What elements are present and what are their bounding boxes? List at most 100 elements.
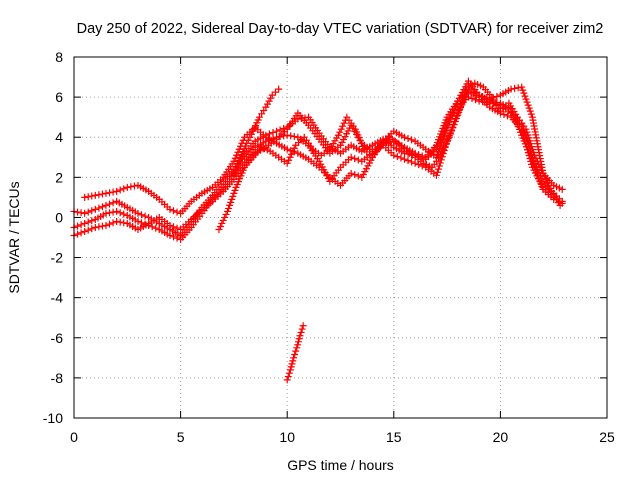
interpolated-point	[287, 132, 295, 140]
interpolated-point	[228, 195, 236, 203]
interpolated-point	[88, 207, 96, 215]
data-point	[445, 133, 453, 141]
data-point	[224, 207, 232, 215]
interpolated-point	[397, 154, 405, 162]
data-point	[486, 97, 494, 105]
interpolated-point	[169, 207, 177, 215]
interpolated-point	[244, 136, 252, 144]
interpolated-point	[524, 101, 532, 109]
interpolated-point	[106, 220, 114, 228]
interpolated-point	[519, 86, 527, 94]
interpolated-point	[95, 191, 103, 199]
data-point	[102, 221, 110, 229]
data-point	[81, 227, 89, 235]
interpolated-point	[88, 217, 96, 225]
interpolated-point	[453, 114, 461, 122]
interpolated-point	[438, 148, 446, 156]
interpolated-point	[493, 92, 501, 100]
y-tick-label: 8	[55, 49, 63, 65]
interpolated-point	[265, 130, 273, 138]
data-point	[230, 171, 238, 179]
interpolated-point	[231, 154, 239, 162]
interpolated-point	[130, 182, 138, 190]
data-point	[347, 169, 355, 177]
interpolated-point	[521, 92, 529, 100]
series-track-g	[283, 322, 307, 384]
interpolated-point	[120, 219, 128, 227]
interpolated-point	[336, 128, 344, 136]
interpolated-point	[514, 84, 522, 92]
interpolated-point	[522, 95, 530, 103]
data-point	[275, 85, 283, 93]
data-point	[286, 366, 294, 374]
interpolated-point	[233, 151, 241, 159]
interpolated-point	[408, 136, 416, 144]
interpolated-point	[418, 152, 426, 160]
data-point	[81, 193, 89, 201]
y-tick-label: -8	[51, 370, 64, 386]
data-point	[91, 191, 99, 199]
interpolated-point	[152, 224, 160, 232]
interpolated-point	[354, 156, 362, 164]
interpolated-point	[444, 136, 452, 144]
data-point	[91, 223, 99, 231]
interpolated-point	[435, 162, 443, 170]
interpolated-point	[535, 160, 543, 168]
interpolated-point	[127, 183, 135, 191]
data-point	[268, 91, 276, 99]
interpolated-point	[340, 119, 348, 127]
interpolated-point	[226, 201, 234, 209]
interpolated-point	[280, 125, 288, 133]
data-point	[262, 103, 270, 111]
interpolated-point	[267, 94, 275, 102]
interpolated-point	[540, 172, 548, 180]
interpolated-point	[271, 88, 279, 96]
interpolated-point	[434, 150, 442, 158]
data-point	[400, 133, 408, 141]
interpolated-point	[292, 347, 300, 355]
interpolated-point	[141, 212, 149, 220]
data-point	[290, 354, 298, 362]
interpolated-point	[169, 233, 177, 241]
data-layer	[70, 77, 566, 384]
interpolated-point	[116, 209, 124, 217]
interpolated-point	[538, 166, 546, 174]
interpolated-point	[404, 157, 412, 165]
interpolated-point	[74, 222, 82, 230]
data-point	[556, 201, 564, 209]
interpolated-point	[88, 192, 96, 200]
data-point	[283, 159, 291, 167]
interpolated-point	[77, 229, 85, 237]
interpolated-point	[216, 222, 224, 230]
interpolated-point	[294, 338, 302, 346]
interpolated-point	[109, 188, 117, 196]
data-point	[293, 344, 301, 352]
data-point	[518, 83, 526, 91]
interpolated-point	[269, 129, 277, 137]
y-tick-label: 0	[55, 209, 63, 225]
x-tick-label: 25	[599, 429, 615, 445]
data-point	[102, 201, 110, 209]
interpolated-point	[276, 126, 284, 134]
data-point	[166, 221, 174, 229]
interpolated-point	[523, 98, 531, 106]
data-point	[296, 332, 304, 340]
interpolated-point	[339, 122, 347, 130]
interpolated-point	[230, 189, 238, 197]
interpolated-point	[84, 208, 92, 216]
data-point	[432, 171, 440, 179]
interpolated-point	[433, 168, 441, 176]
data-point	[91, 205, 99, 213]
interpolated-point	[120, 210, 128, 218]
y-tick-label: 4	[55, 129, 63, 145]
y-tick-label: 6	[55, 89, 63, 105]
interpolated-point	[138, 211, 146, 219]
y-axis-label: SDTVAR / TECUs	[6, 181, 22, 293]
interpolated-point	[233, 162, 241, 170]
data-point	[400, 155, 408, 163]
data-point	[81, 209, 89, 217]
interpolated-point	[448, 127, 456, 135]
interpolated-point	[285, 156, 293, 164]
interpolated-point	[84, 218, 92, 226]
